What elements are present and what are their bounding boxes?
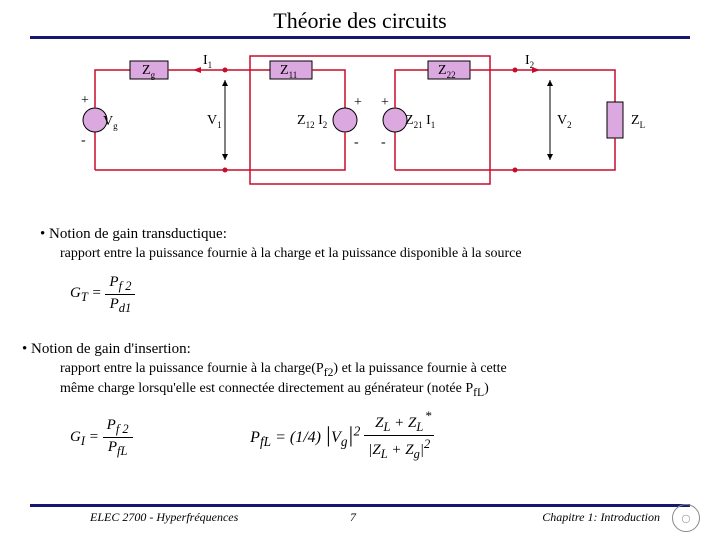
formula-PfL: PfL = (1/4) |Vg|2 ZL + ZL |ZL + Zg|2 (250, 414, 434, 463)
page-number: 7 (350, 510, 356, 525)
logo-icon: ◯ (672, 504, 700, 532)
svg-text:+: + (81, 93, 89, 108)
svg-text:-: - (381, 135, 386, 150)
rule-bottom (30, 504, 690, 507)
formula-GT: GT = Pf 2Pd1 (70, 273, 690, 317)
footer-left: ELEC 2700 - Hyperfréquences (90, 510, 238, 525)
svg-text:+: + (354, 95, 362, 110)
bullet-2-sub-line1: rapport entre la puissance fournie à la … (60, 360, 690, 380)
svg-text:Z12 I2: Z12 I2 (297, 113, 327, 130)
svg-text:ZL: ZL (631, 113, 645, 130)
svg-text:V2: V2 (557, 113, 572, 130)
bullet-1-sub: rapport entre la puissance fournie à la … (60, 245, 690, 263)
svg-text:V1: V1 (207, 113, 222, 130)
page-title: Théorie des circuits (0, 8, 720, 34)
svg-text:Z21 I1: Z21 I1 (405, 113, 435, 130)
bullet-1-head: • Notion de gain transductique: (40, 225, 690, 245)
rule-top (30, 36, 690, 39)
bullet-2-head: • Notion de gain d'insertion: (22, 340, 690, 360)
circuit-diagram: Zg+-VgI1V1Z11+-Z12 I2Z22+-Z21 I1I2ZLV2 (75, 50, 655, 205)
svg-text:-: - (354, 135, 359, 150)
svg-text:I1: I1 (203, 53, 212, 70)
svg-text:-: - (81, 133, 86, 148)
formula-GI: GI = Pf 2PfL (70, 416, 133, 460)
svg-text:+: + (381, 95, 389, 110)
body-text: • Notion de gain transductique: rapport … (40, 225, 690, 462)
formula-row: GI = Pf 2PfL PfL = (1/4) |Vg|2 ZL + ZL |… (70, 414, 690, 463)
footer-right: Chapitre 1: Introduction (542, 510, 660, 525)
bullet-2-sub-line2: même charge lorsqu'elle est connectée di… (60, 380, 690, 400)
svg-text:Vg: Vg (103, 114, 118, 131)
